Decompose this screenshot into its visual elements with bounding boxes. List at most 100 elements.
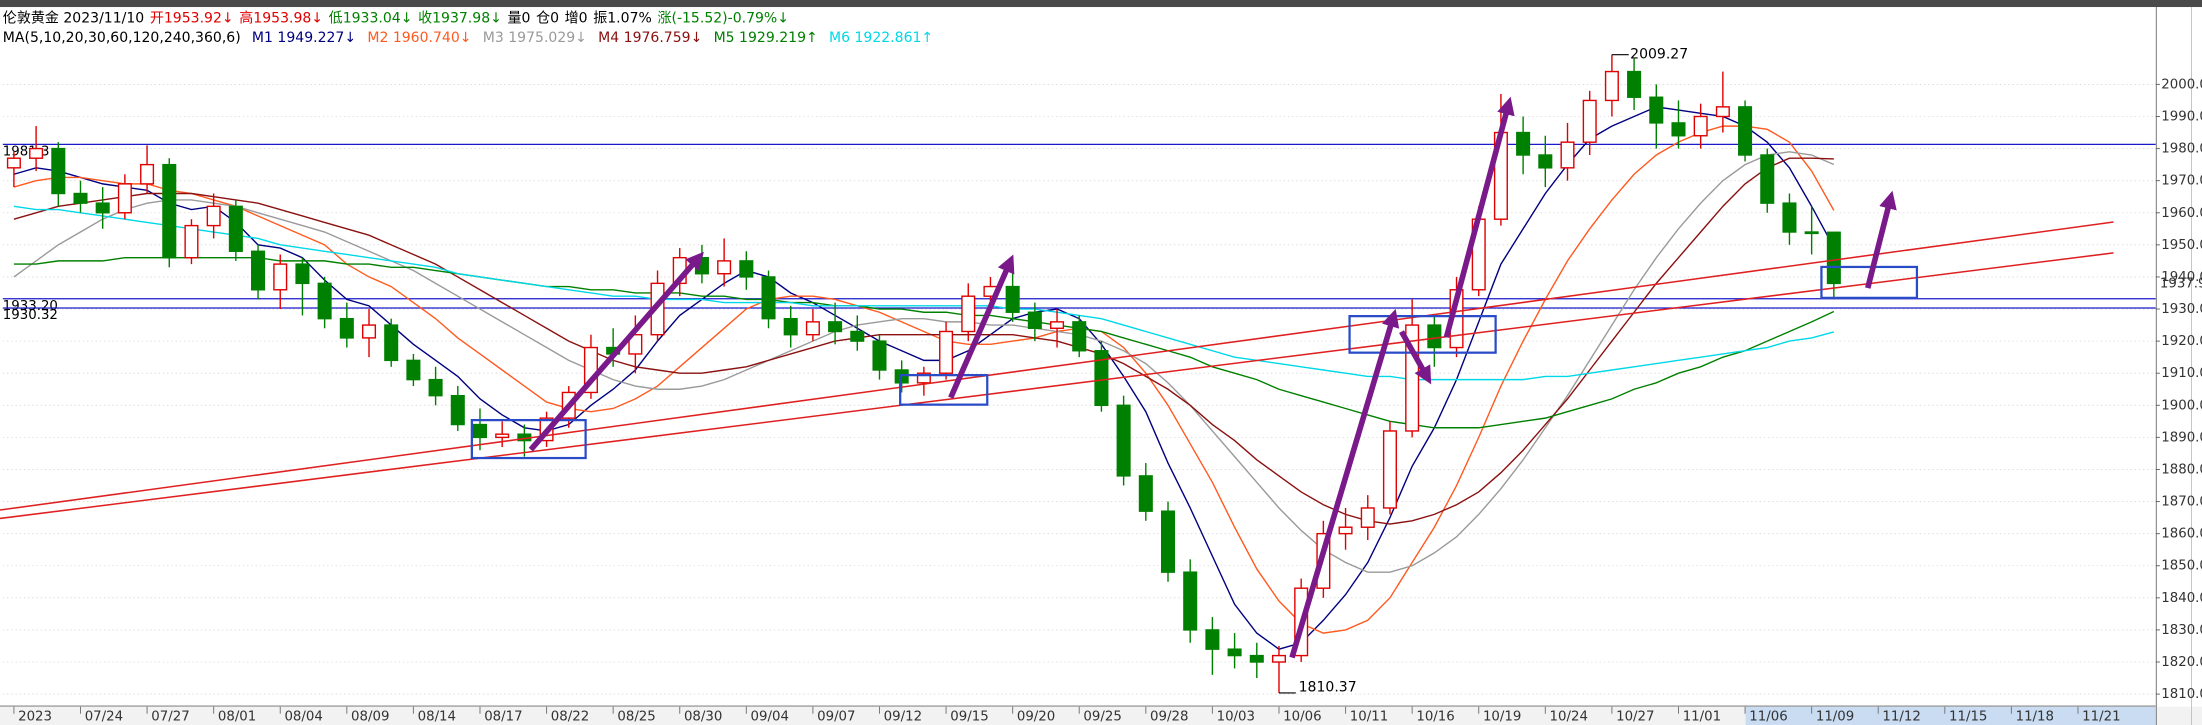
- quote-item: 高1953.98↓: [239, 9, 323, 26]
- candle-body: [117, 183, 132, 214]
- candle-body: [384, 324, 399, 362]
- trend-line: [0, 221, 2114, 511]
- x-tick-label: 08/30: [684, 710, 722, 725]
- drawings: [0, 96, 2114, 659]
- candle-body: [1338, 526, 1353, 535]
- x-tick-label: 10/19: [1483, 710, 1521, 725]
- x-tick-label: 07/27: [151, 710, 189, 725]
- low-label: 1810.37: [1299, 679, 1357, 695]
- trend-line: [0, 252, 2114, 520]
- candle-body: [1138, 475, 1153, 512]
- x-tick-label: 11/06: [1749, 710, 1787, 725]
- x-tick-label: 11/18: [2016, 710, 2054, 725]
- legend-entry: M4 1976.759↓: [598, 30, 702, 46]
- x-tick-label: 11/21: [2082, 710, 2120, 725]
- candle-body: [850, 330, 865, 342]
- x-tick-label: 11/09: [1816, 710, 1854, 725]
- y-tick-label: 1880.0: [2161, 462, 2202, 477]
- candle-body: [273, 263, 288, 291]
- y-tick-label: 2000.0: [2161, 77, 2202, 92]
- ma-header: MA(5,10,20,30,60,120,240,360,6) M1 1949.2…: [3, 30, 933, 46]
- x-tick-label: 08/14: [418, 710, 456, 725]
- y-tick-label: 1810.0: [2161, 687, 2202, 702]
- x-tick-label: 09/15: [950, 710, 988, 725]
- high-label: 2009.27: [1630, 47, 1688, 63]
- legend-entry: M5 1929.219↑: [714, 30, 818, 46]
- candle-body: [961, 295, 976, 333]
- candle-body: [339, 317, 354, 339]
- candle-body: [1604, 70, 1619, 102]
- candle-body: [295, 263, 310, 285]
- candle-body: [894, 369, 909, 384]
- y-tick-label: 1960.0: [2161, 206, 2202, 221]
- x-tick-label: 08/25: [617, 710, 655, 725]
- arrow: [528, 251, 704, 452]
- x-tick-label: 08/04: [284, 710, 322, 725]
- candle-body: [1249, 654, 1264, 663]
- title: 伦敦黄金 2023/11/10: [3, 9, 144, 26]
- quote-item: 收1937.98↓: [418, 10, 502, 26]
- candle-body: [472, 423, 488, 439]
- ma-line: [13, 106, 1835, 650]
- ma-line: [13, 157, 1834, 525]
- candle-body: [406, 359, 421, 381]
- x-tick-label: 11/15: [1949, 710, 1987, 725]
- candle-body: [162, 163, 177, 259]
- legend-entry: M1 1949.227↓: [252, 30, 356, 46]
- x-tick-label: 09/12: [884, 710, 922, 725]
- quote-item: 开1953.92↓: [150, 10, 234, 26]
- candle-body: [450, 394, 465, 426]
- x-tick-label: 10/11: [1350, 710, 1388, 725]
- candle-body: [1715, 106, 1730, 118]
- candle-body: [1804, 231, 1819, 235]
- quote-item: 涨(-15.52)-0.79%↓: [657, 10, 789, 26]
- candle-body: [1671, 122, 1686, 137]
- candle-body: [1826, 231, 1841, 285]
- x-tick-label: 09/07: [817, 710, 855, 725]
- candle-body: [1027, 311, 1042, 329]
- y-tick-label: 1990.0: [2161, 109, 2202, 124]
- x-tick-label: 09/25: [1083, 710, 1121, 725]
- candle-body: [761, 276, 776, 320]
- y-tick-label: 1870.0: [2161, 495, 2202, 510]
- x-tick-label: 10/06: [1283, 710, 1321, 725]
- x-tick-label: 11/01: [1683, 710, 1721, 725]
- box: [1348, 315, 1497, 354]
- candle-body: [140, 163, 155, 185]
- y-tick-label: 1830.0: [2161, 623, 2202, 638]
- candle-body: [1693, 115, 1708, 137]
- candle-body: [872, 340, 887, 371]
- x-tick-label: 10/16: [1416, 710, 1454, 725]
- candle-body: [1516, 131, 1531, 156]
- candle-body: [783, 317, 798, 336]
- ma-line: [13, 125, 1835, 634]
- x-tick-label: 08/22: [551, 710, 589, 725]
- candle-body: [251, 250, 266, 291]
- x-tick-label: 08/09: [351, 710, 389, 725]
- ma-line: [13, 151, 1835, 573]
- candle-body: [1427, 324, 1442, 349]
- quote-item: 量0: [507, 10, 530, 26]
- candle-body: [29, 147, 44, 159]
- y-tick-label: 1970.0: [2161, 174, 2202, 189]
- x-axis-strip: [0, 706, 2202, 725]
- candle-body: [1227, 648, 1242, 657]
- legend-entry: M6 1922.861↑: [829, 30, 933, 46]
- y-tick-label: 1860.0: [2161, 527, 2202, 542]
- candle-body: [95, 202, 110, 214]
- quote-item: 振1.07%: [593, 10, 652, 26]
- candle-body: [495, 433, 510, 439]
- candle-body: [628, 333, 643, 355]
- x-tick-label: 07/24: [85, 710, 123, 725]
- candle-body: [939, 330, 954, 374]
- candle-body: [428, 378, 443, 397]
- arrow: [1289, 308, 1400, 659]
- level-label: 1933.20: [3, 299, 58, 314]
- x-tick-label: 09/28: [1150, 710, 1188, 725]
- ma-line: [13, 205, 1835, 381]
- quote-item: 仓0: [536, 10, 559, 26]
- x-axis-selection: [1745, 706, 2156, 725]
- y-tick-label: 1900.0: [2161, 398, 2202, 413]
- quote-header: 伦敦黄金 2023/11/10 开1953.92↓ 高1953.98↓ 低1933.0…: [3, 9, 789, 26]
